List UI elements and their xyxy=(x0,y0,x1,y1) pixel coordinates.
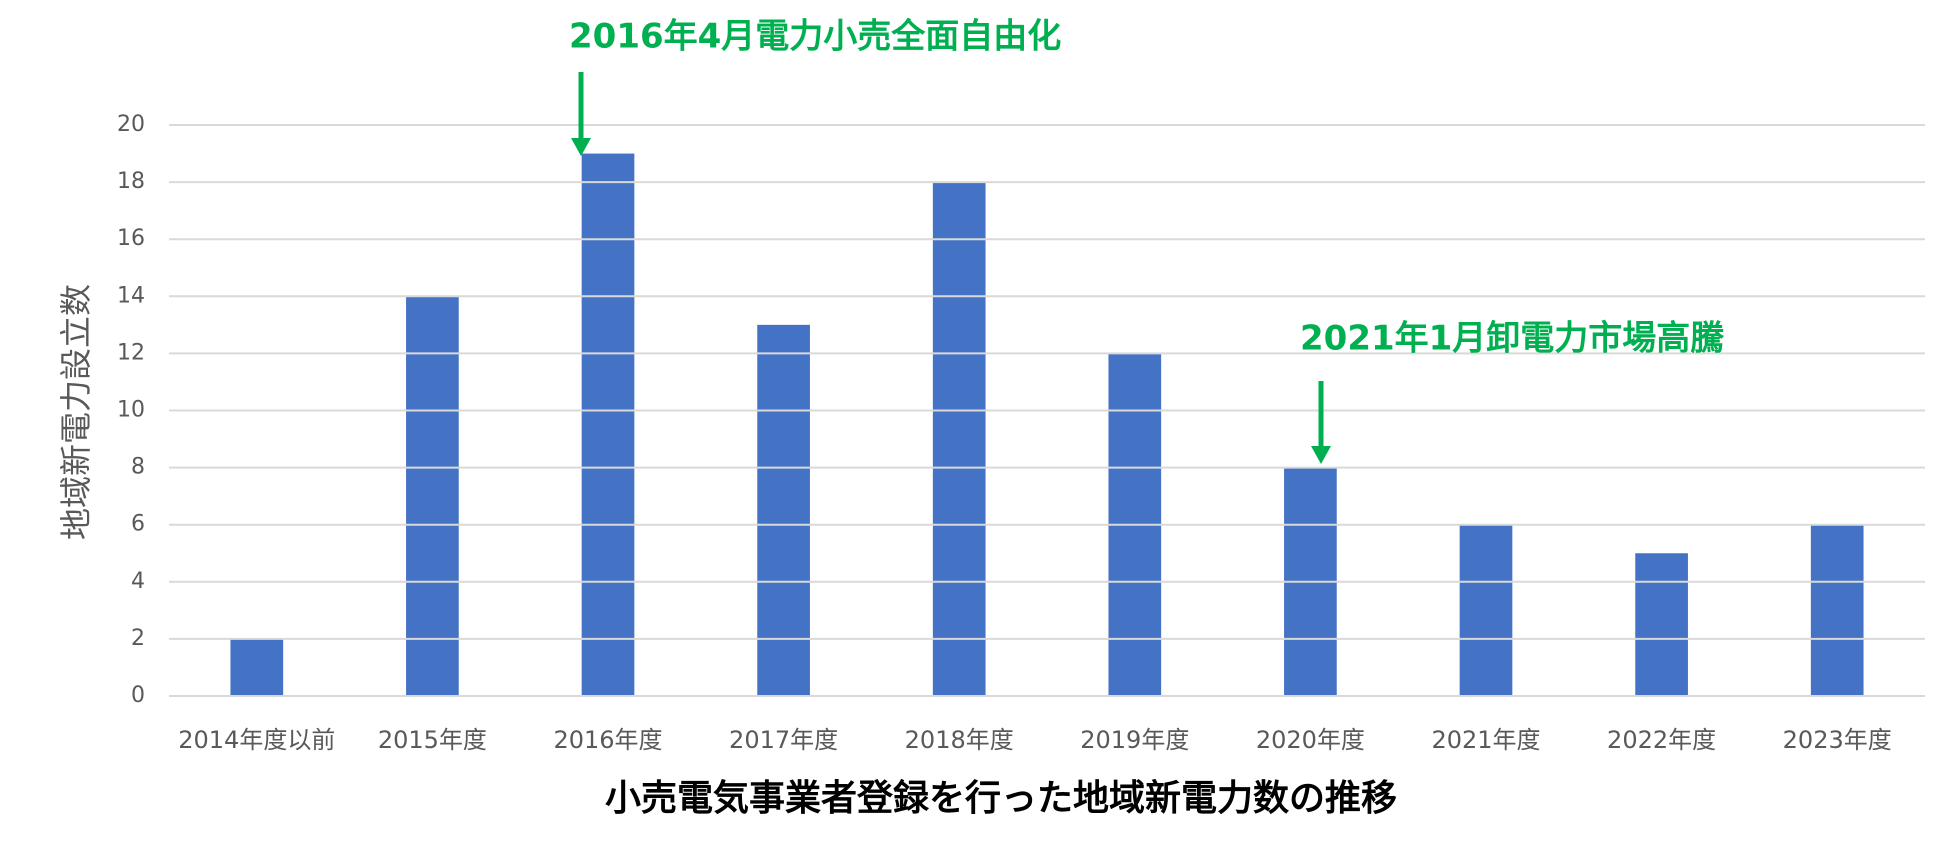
bar xyxy=(932,182,986,697)
bar xyxy=(757,324,810,696)
x-tick-label: 2023年度 xyxy=(1783,726,1892,754)
y-tick-label: 14 xyxy=(117,283,145,308)
y-tick-label: 8 xyxy=(131,455,145,480)
chart-title: 小売電気事業者登録を行った地域新電力数の推移 xyxy=(605,778,1397,819)
y-tick-label: 4 xyxy=(131,569,145,594)
x-tick-label: 2021年度 xyxy=(1431,726,1540,754)
x-tick-label: 2015年度 xyxy=(378,726,487,754)
bar xyxy=(581,153,635,697)
y-tick-label: 6 xyxy=(131,512,145,537)
arrow-head xyxy=(571,138,591,156)
x-tick-label: 2022年度 xyxy=(1607,726,1716,754)
bar xyxy=(406,296,459,696)
x-tick-label: 2014年度以前 xyxy=(178,726,335,754)
bar xyxy=(1459,524,1513,696)
x-tick-label: 2019年度 xyxy=(1080,726,1189,754)
arrow-head xyxy=(1311,446,1331,464)
bar xyxy=(1810,524,1864,696)
arrows xyxy=(571,72,1331,464)
y-tick-label: 20 xyxy=(117,112,145,137)
x-tick-label: 2017年度 xyxy=(729,726,838,754)
x-tick-label: 2018年度 xyxy=(905,726,1014,754)
x-tick-label: 2016年度 xyxy=(553,726,662,754)
bar xyxy=(230,638,284,696)
y-tick-label: 16 xyxy=(117,226,145,251)
y-tick-label: 0 xyxy=(131,683,145,708)
y-axis-label: 地域新電力設立数 xyxy=(57,284,95,540)
y-tick-label: 12 xyxy=(117,340,145,365)
y-tick-label: 18 xyxy=(117,169,145,194)
bar xyxy=(1635,553,1688,696)
annotation: 2016年4月電力小売全面自由化 xyxy=(569,17,1061,57)
y-tick-label: 10 xyxy=(117,398,145,423)
y-tick-label: 2 xyxy=(131,626,145,651)
x-tick-label: 2020年度 xyxy=(1256,726,1365,754)
annotation: 2021年1月卸電力市場高騰 xyxy=(1300,319,1724,359)
